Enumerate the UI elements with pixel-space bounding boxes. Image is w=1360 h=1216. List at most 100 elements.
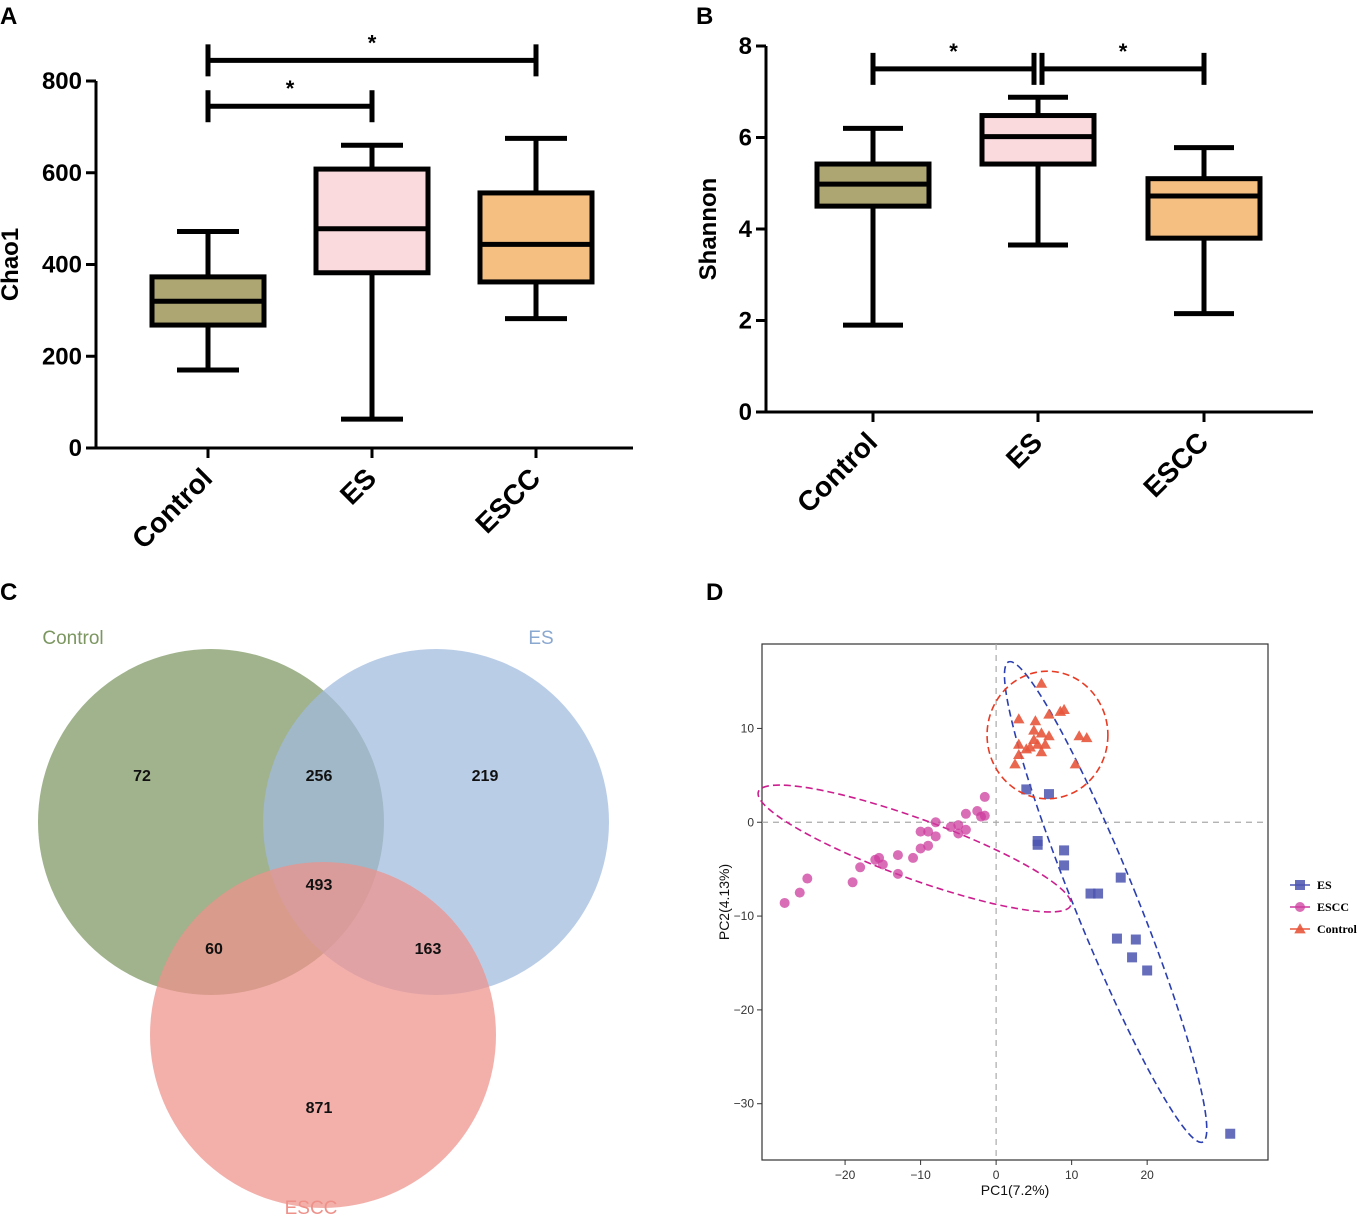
venn-count-all: 493	[306, 877, 333, 894]
point-escc	[923, 826, 934, 837]
y-tick-label: 0	[69, 435, 82, 462]
y-tick-label: 600	[42, 160, 82, 187]
point-es	[1059, 845, 1070, 856]
venn-count-control-escc: 60	[205, 941, 223, 958]
point-control	[1009, 758, 1021, 769]
x-tick-label: −10	[910, 1168, 931, 1182]
point-escc	[953, 820, 964, 831]
point-control	[1058, 703, 1070, 714]
legend-label-escc: ESCC	[1317, 900, 1349, 914]
point-es	[1111, 933, 1122, 944]
point-escc	[779, 897, 790, 908]
x-tick-label: 20	[1140, 1168, 1154, 1182]
point-control	[1069, 758, 1082, 769]
point-control	[1029, 715, 1042, 726]
box-es	[979, 94, 1097, 248]
venn-count-es-only: 219	[472, 768, 499, 785]
venn-count-control-only: 72	[133, 768, 151, 785]
venn-set-label-es: ES	[528, 628, 553, 649]
y-tick-label: 0	[739, 399, 752, 426]
x-tick-label: ESCC	[1137, 426, 1214, 503]
legend-marker-control	[1294, 923, 1306, 934]
point-control	[1035, 746, 1048, 757]
point-escc	[923, 840, 934, 851]
y-tick-label: 2	[739, 308, 752, 335]
point-escc	[960, 824, 971, 835]
series-es	[1003, 660, 1236, 1144]
y-tick-label: −10	[734, 909, 755, 923]
point-control	[1039, 738, 1051, 749]
point-es	[1142, 965, 1153, 976]
point-escc	[953, 828, 964, 839]
point-escc	[874, 852, 885, 863]
y-tick-label: 8	[739, 33, 752, 60]
x-tick-label: Control	[126, 462, 218, 554]
box-iqr	[313, 166, 431, 276]
x-tick-label: ESCC	[469, 462, 546, 539]
point-control	[1013, 713, 1025, 724]
venn-circle-escc	[150, 862, 496, 1208]
venn-count-control-es: 256	[306, 768, 333, 785]
x-tick-label: −20	[835, 1168, 856, 1182]
point-es	[1032, 839, 1043, 850]
series-escc	[757, 784, 1072, 913]
point-escc	[979, 791, 990, 802]
point-escc	[945, 821, 956, 832]
legend: ES ESCC Control	[1290, 878, 1357, 936]
point-control	[1028, 724, 1040, 735]
y-tick-label: 4	[739, 216, 753, 243]
y-tick-label: 10	[741, 721, 755, 735]
point-control	[1013, 748, 1025, 760]
point-escc	[972, 805, 983, 816]
panel-a-chao1-boxplot: 0 200 400 600 800 Chao1 Control ES ESCC * *	[0, 30, 633, 555]
legend-marker-escc	[1295, 902, 1305, 912]
significance-star: *	[286, 76, 295, 101]
point-es	[1043, 789, 1054, 800]
point-control	[1073, 730, 1085, 741]
x-tick-label: ES	[1000, 426, 1048, 474]
y-tick-label: 0	[747, 815, 754, 829]
panel-letter-c: C	[0, 579, 17, 606]
point-escc	[908, 852, 919, 863]
point-escc	[979, 810, 990, 821]
point-escc	[960, 808, 971, 819]
point-es	[1115, 872, 1126, 883]
point-escc	[915, 826, 926, 837]
point-escc	[892, 850, 903, 861]
point-es	[1085, 888, 1096, 899]
significance-star: *	[368, 30, 377, 55]
y-tick-label: −20	[734, 1003, 755, 1017]
box-escc	[477, 135, 595, 322]
point-control	[1035, 727, 1048, 738]
point-control	[1013, 738, 1025, 749]
panel-c-venn-diagram: Control ES ESCC 72 219 871 256 60 163 493	[38, 628, 609, 1216]
significance-bracket: *	[1039, 39, 1207, 85]
y-tick-label: 800	[42, 68, 82, 95]
point-control	[1043, 730, 1055, 741]
venn-set-label-control: Control	[42, 628, 103, 649]
legend-label-control: Control	[1317, 922, 1357, 936]
legend-marker-es	[1295, 880, 1305, 890]
x-tick-label: Control	[791, 426, 883, 518]
point-escc	[915, 843, 926, 854]
y-tick-label: 200	[42, 343, 82, 370]
plot-frame	[761, 643, 1269, 1161]
point-es	[1130, 934, 1141, 945]
point-es	[1225, 1128, 1236, 1139]
point-escc	[855, 862, 866, 873]
point-es	[1127, 952, 1138, 963]
box-iqr	[979, 113, 1097, 167]
point-escc	[847, 877, 858, 888]
y-tick-label: 6	[739, 125, 752, 152]
point-control	[1024, 741, 1036, 752]
box-escc	[1145, 145, 1263, 317]
point-control	[1035, 677, 1048, 688]
significance-bracket: *	[870, 39, 1037, 85]
y-axis-label: PC2(4.13%)	[716, 864, 732, 940]
legend-label-es: ES	[1317, 878, 1332, 892]
x-axis-label: PC1(7.2%)	[981, 1182, 1049, 1198]
point-es	[1059, 860, 1070, 871]
confidence-ellipse	[986, 670, 1109, 800]
y-tick-label: 400	[42, 252, 82, 279]
